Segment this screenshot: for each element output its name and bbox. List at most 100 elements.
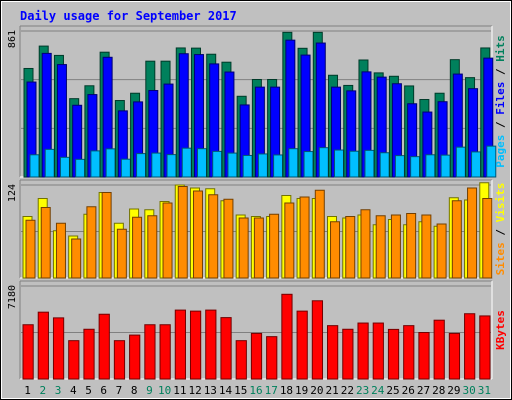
bar-kbytes-day-21 [327,325,339,380]
bar-pages-day-27 [425,154,436,178]
x-tick-day-27: 27 [417,384,430,397]
panel-hits: 861 Pages / Files / Hits [7,25,507,178]
x-tick-day-2: 2 [40,384,47,397]
bar-kbytes-day-22 [342,328,354,380]
bar-pages-day-6 [105,148,116,178]
bar-pages-day-4 [75,158,86,178]
bar-pages-day-15 [242,154,253,178]
bar-pages-day-10 [166,154,177,178]
bar-kbytes-day-2 [37,311,49,380]
bar-sites-day-19 [299,196,310,279]
panel-kbytes-max-label: 7180 [7,285,18,309]
x-tick-day-10: 10 [158,384,171,397]
bar-kbytes-day-27 [418,332,430,380]
bar-pages-day-3 [59,156,70,178]
bar-kbytes-day-23 [357,322,369,380]
bar-sites-day-27 [421,214,432,279]
x-tick-day-21: 21 [326,384,339,397]
bar-kbytes-day-26 [403,325,415,380]
bar-kbytes-day-15 [235,340,247,380]
panel-visits-max-label: 124 [7,184,18,202]
bar-kbytes-day-13 [205,309,217,380]
legend-part-2: Visits [494,183,507,223]
bar-pages-day-23 [364,149,375,178]
bar-kbytes-day-24 [372,322,384,380]
bar-pages-day-22 [349,150,360,178]
bar-sites-day-29 [451,200,462,279]
x-tick-day-16: 16 [249,384,262,397]
bar-sites-day-23 [360,209,371,279]
bar-pages-day-7 [120,158,131,178]
bar-sites-day-25 [390,214,401,279]
bar-kbytes-day-12 [189,310,202,380]
bar-pages-day-17 [273,154,284,178]
bar-pages-day-11 [181,147,192,178]
bar-pages-day-5 [90,150,101,178]
legend-part-3: / [494,62,507,82]
panel-kbytes-legend: KBytes [494,310,507,350]
bar-pages-day-28 [440,154,451,178]
x-tick-day-7: 7 [116,384,123,397]
bar-pages-day-18 [288,148,299,178]
bar-pages-day-21 [334,149,345,178]
bar-kbytes-day-7 [113,340,126,380]
bar-kbytes-day-14 [220,317,232,380]
x-tick-day-30: 30 [463,384,476,397]
bar-sites-day-3 [55,222,66,279]
bar-sites-day-6 [101,192,112,279]
bar-sites-day-31 [482,198,493,279]
x-tick-day-18: 18 [280,384,293,397]
bar-kbytes-day-17 [266,336,278,380]
x-tick-day-22: 22 [341,384,354,397]
bar-kbytes-day-25 [387,328,400,380]
bar-pages-day-31 [486,145,497,178]
bar-sites-day-26 [406,213,417,279]
bar-sites-day-5 [86,206,97,279]
bar-pages-day-30 [471,151,482,178]
x-tick-day-5: 5 [85,384,92,397]
x-tick-day-11: 11 [173,384,186,397]
chart-title: Daily usage for September 2017 [20,9,237,23]
bar-kbytes-day-18 [281,293,293,380]
bar-sites-day-12 [192,190,203,279]
bar-sites-day-10 [162,202,173,279]
bar-sites-day-24 [375,215,386,279]
bar-kbytes-day-5 [83,328,95,380]
bar-pages-day-13 [212,150,223,178]
bar-pages-day-8 [136,153,147,178]
x-tick-day-20: 20 [310,384,323,397]
bar-sites-day-22 [345,216,356,279]
bar-kbytes-day-20 [311,300,324,380]
bar-sites-day-21 [330,221,341,279]
bar-sites-day-16 [253,217,264,279]
x-tick-day-15: 15 [234,384,247,397]
x-tick-day-19: 19 [295,384,308,397]
bar-kbytes-day-16 [250,332,263,380]
x-axis-labels: 1 2 3 4 5 6 7 8 9 10 11 12 13 14 15 16 17 18 19 20 21 22 23 24 2… [24,384,491,397]
bar-kbytes-day-3 [52,317,65,380]
bar-pages-day-25 [394,155,405,178]
bar-sites-day-9 [147,215,158,279]
x-tick-day-3: 3 [55,384,62,397]
legend-part-0: Pages [494,135,507,168]
bar-pages-day-12 [196,148,207,178]
bar-pages-day-24 [379,152,390,178]
bar-pages-day-29 [455,146,466,178]
panel-hits-max-label: 861 [7,30,18,48]
bar-pages-day-9 [151,152,162,178]
panel-hits-bars [23,31,497,178]
bar-kbytes-day-9 [144,324,156,380]
x-tick-day-25: 25 [386,384,399,397]
bar-kbytes-day-19 [296,310,308,380]
legend-part-1: / [494,115,507,135]
bar-sites-day-30 [467,187,478,279]
bar-sites-day-15 [238,217,249,279]
bar-sites-day-11 [177,186,188,279]
bar-pages-day-16 [257,153,268,178]
bar-kbytes-day-8 [129,334,141,380]
x-tick-day-17: 17 [265,384,278,397]
x-tick-day-12: 12 [188,384,201,397]
bar-kbytes-day-4 [68,340,80,380]
panel-kbytes: 7180 KBytes [7,280,507,380]
